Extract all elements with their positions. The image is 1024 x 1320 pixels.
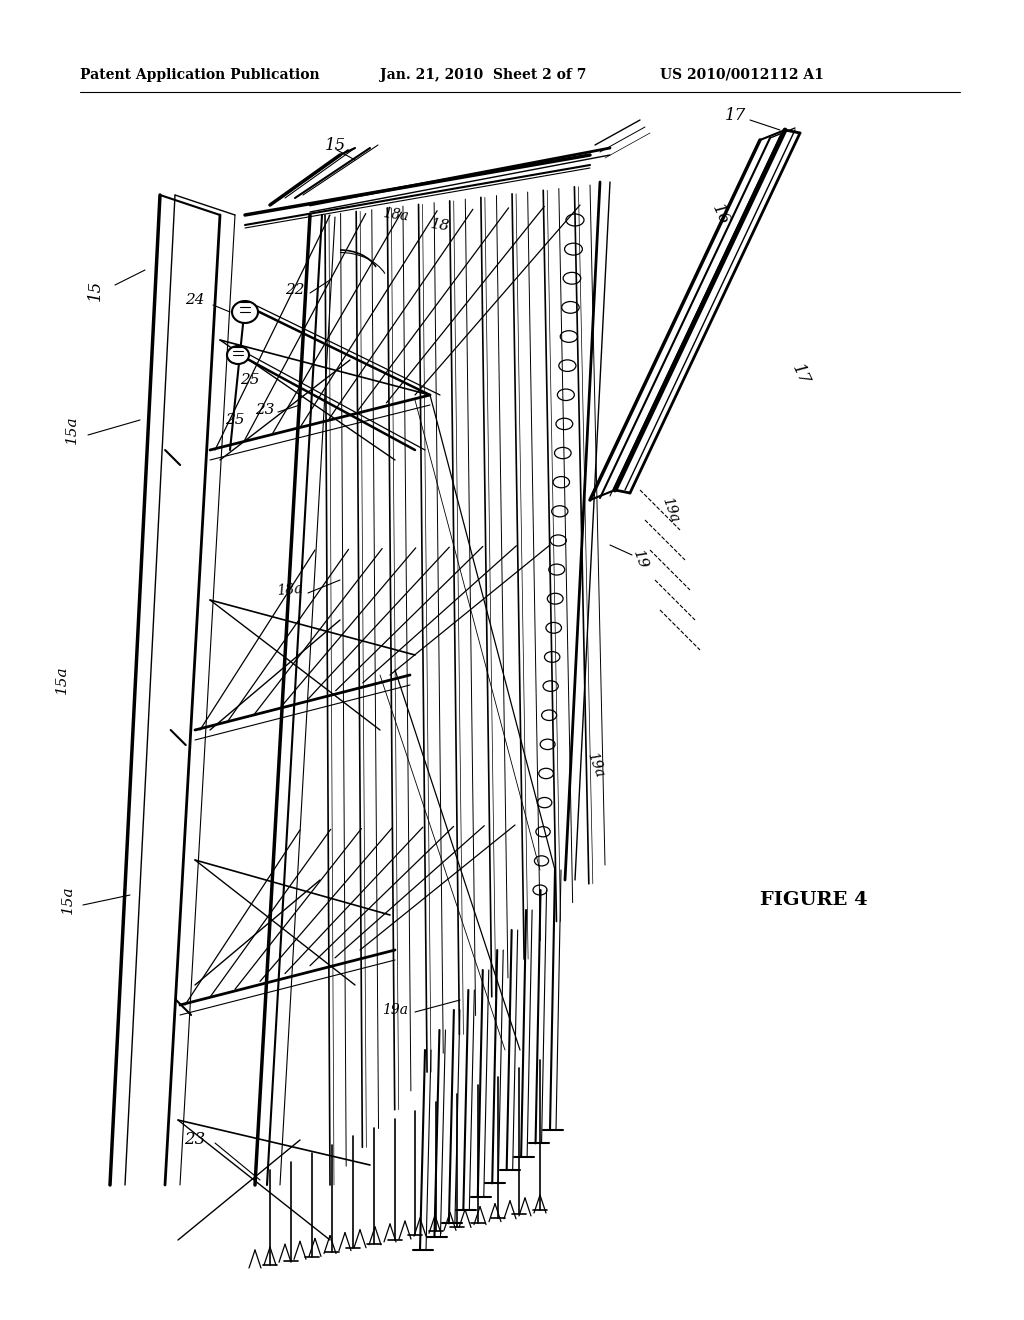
Text: 15: 15 [86, 280, 103, 301]
Text: 22: 22 [286, 282, 305, 297]
Text: 15a: 15a [55, 665, 69, 694]
Text: 15: 15 [325, 136, 346, 153]
Ellipse shape [232, 301, 258, 323]
Text: 25: 25 [241, 374, 260, 387]
Text: Patent Application Publication: Patent Application Publication [80, 69, 319, 82]
Text: 17: 17 [724, 107, 745, 124]
Text: 18a: 18a [276, 582, 303, 598]
Text: 17: 17 [787, 362, 812, 388]
Text: FIGURE 4: FIGURE 4 [760, 891, 867, 909]
Text: US 2010/0012112 A1: US 2010/0012112 A1 [660, 69, 824, 82]
Text: 19a: 19a [584, 750, 606, 780]
Text: 16: 16 [708, 202, 732, 228]
Text: 23: 23 [184, 1131, 206, 1148]
Text: 15a: 15a [65, 416, 79, 445]
Text: 23: 23 [255, 403, 274, 417]
Text: 18a: 18a [381, 206, 409, 224]
Text: 24: 24 [185, 293, 205, 308]
Text: 19: 19 [630, 548, 650, 572]
Text: 15a: 15a [61, 886, 75, 915]
Text: 19a: 19a [659, 495, 681, 524]
Text: 25: 25 [225, 413, 245, 426]
Text: Jan. 21, 2010  Sheet 2 of 7: Jan. 21, 2010 Sheet 2 of 7 [380, 69, 587, 82]
Ellipse shape [227, 346, 249, 364]
Text: 18: 18 [429, 216, 451, 234]
Text: 19a: 19a [382, 1003, 408, 1016]
